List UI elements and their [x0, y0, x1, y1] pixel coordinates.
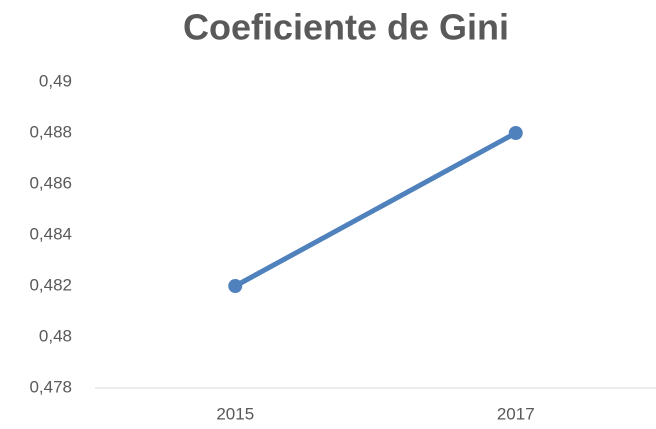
x-tick-label: 2015 [216, 404, 254, 423]
chart-title: Coeficiente de Gini [183, 7, 509, 48]
y-tick-label: 0,484 [29, 224, 72, 243]
x-tick-label: 2017 [497, 404, 535, 423]
y-tick-label: 0,482 [29, 275, 72, 294]
y-tick-label: 0,49 [39, 71, 72, 90]
y-tick-label: 0,48 [39, 326, 72, 345]
marker [508, 126, 523, 140]
marker [228, 279, 243, 293]
y-tick-label: 0,486 [29, 173, 72, 192]
y-tick-label: 0,478 [29, 377, 72, 396]
line [232, 130, 519, 289]
y-tick-label: 0,488 [29, 122, 72, 141]
